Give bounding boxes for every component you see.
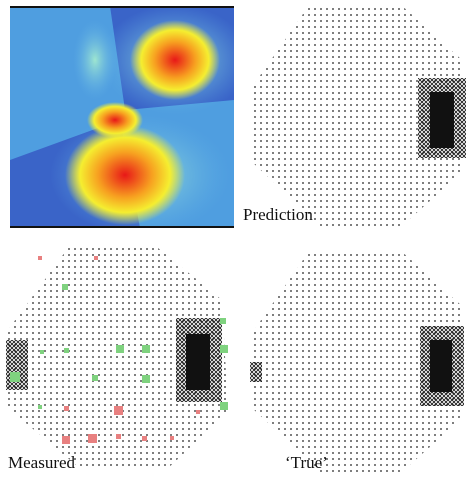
heat-map — [10, 5, 250, 235]
prediction-field — [250, 4, 466, 226]
true-field — [250, 250, 464, 472]
panel-label: Prediction — [243, 205, 313, 224]
panel-label: Measured — [8, 453, 76, 472]
page: Prediction Measured ‘True’ (() => { c — [0, 0, 468, 478]
panel-label: ‘True’ — [285, 453, 328, 472]
figure: Prediction Measured ‘True’ — [0, 0, 468, 478]
measured-field — [6, 248, 228, 470]
